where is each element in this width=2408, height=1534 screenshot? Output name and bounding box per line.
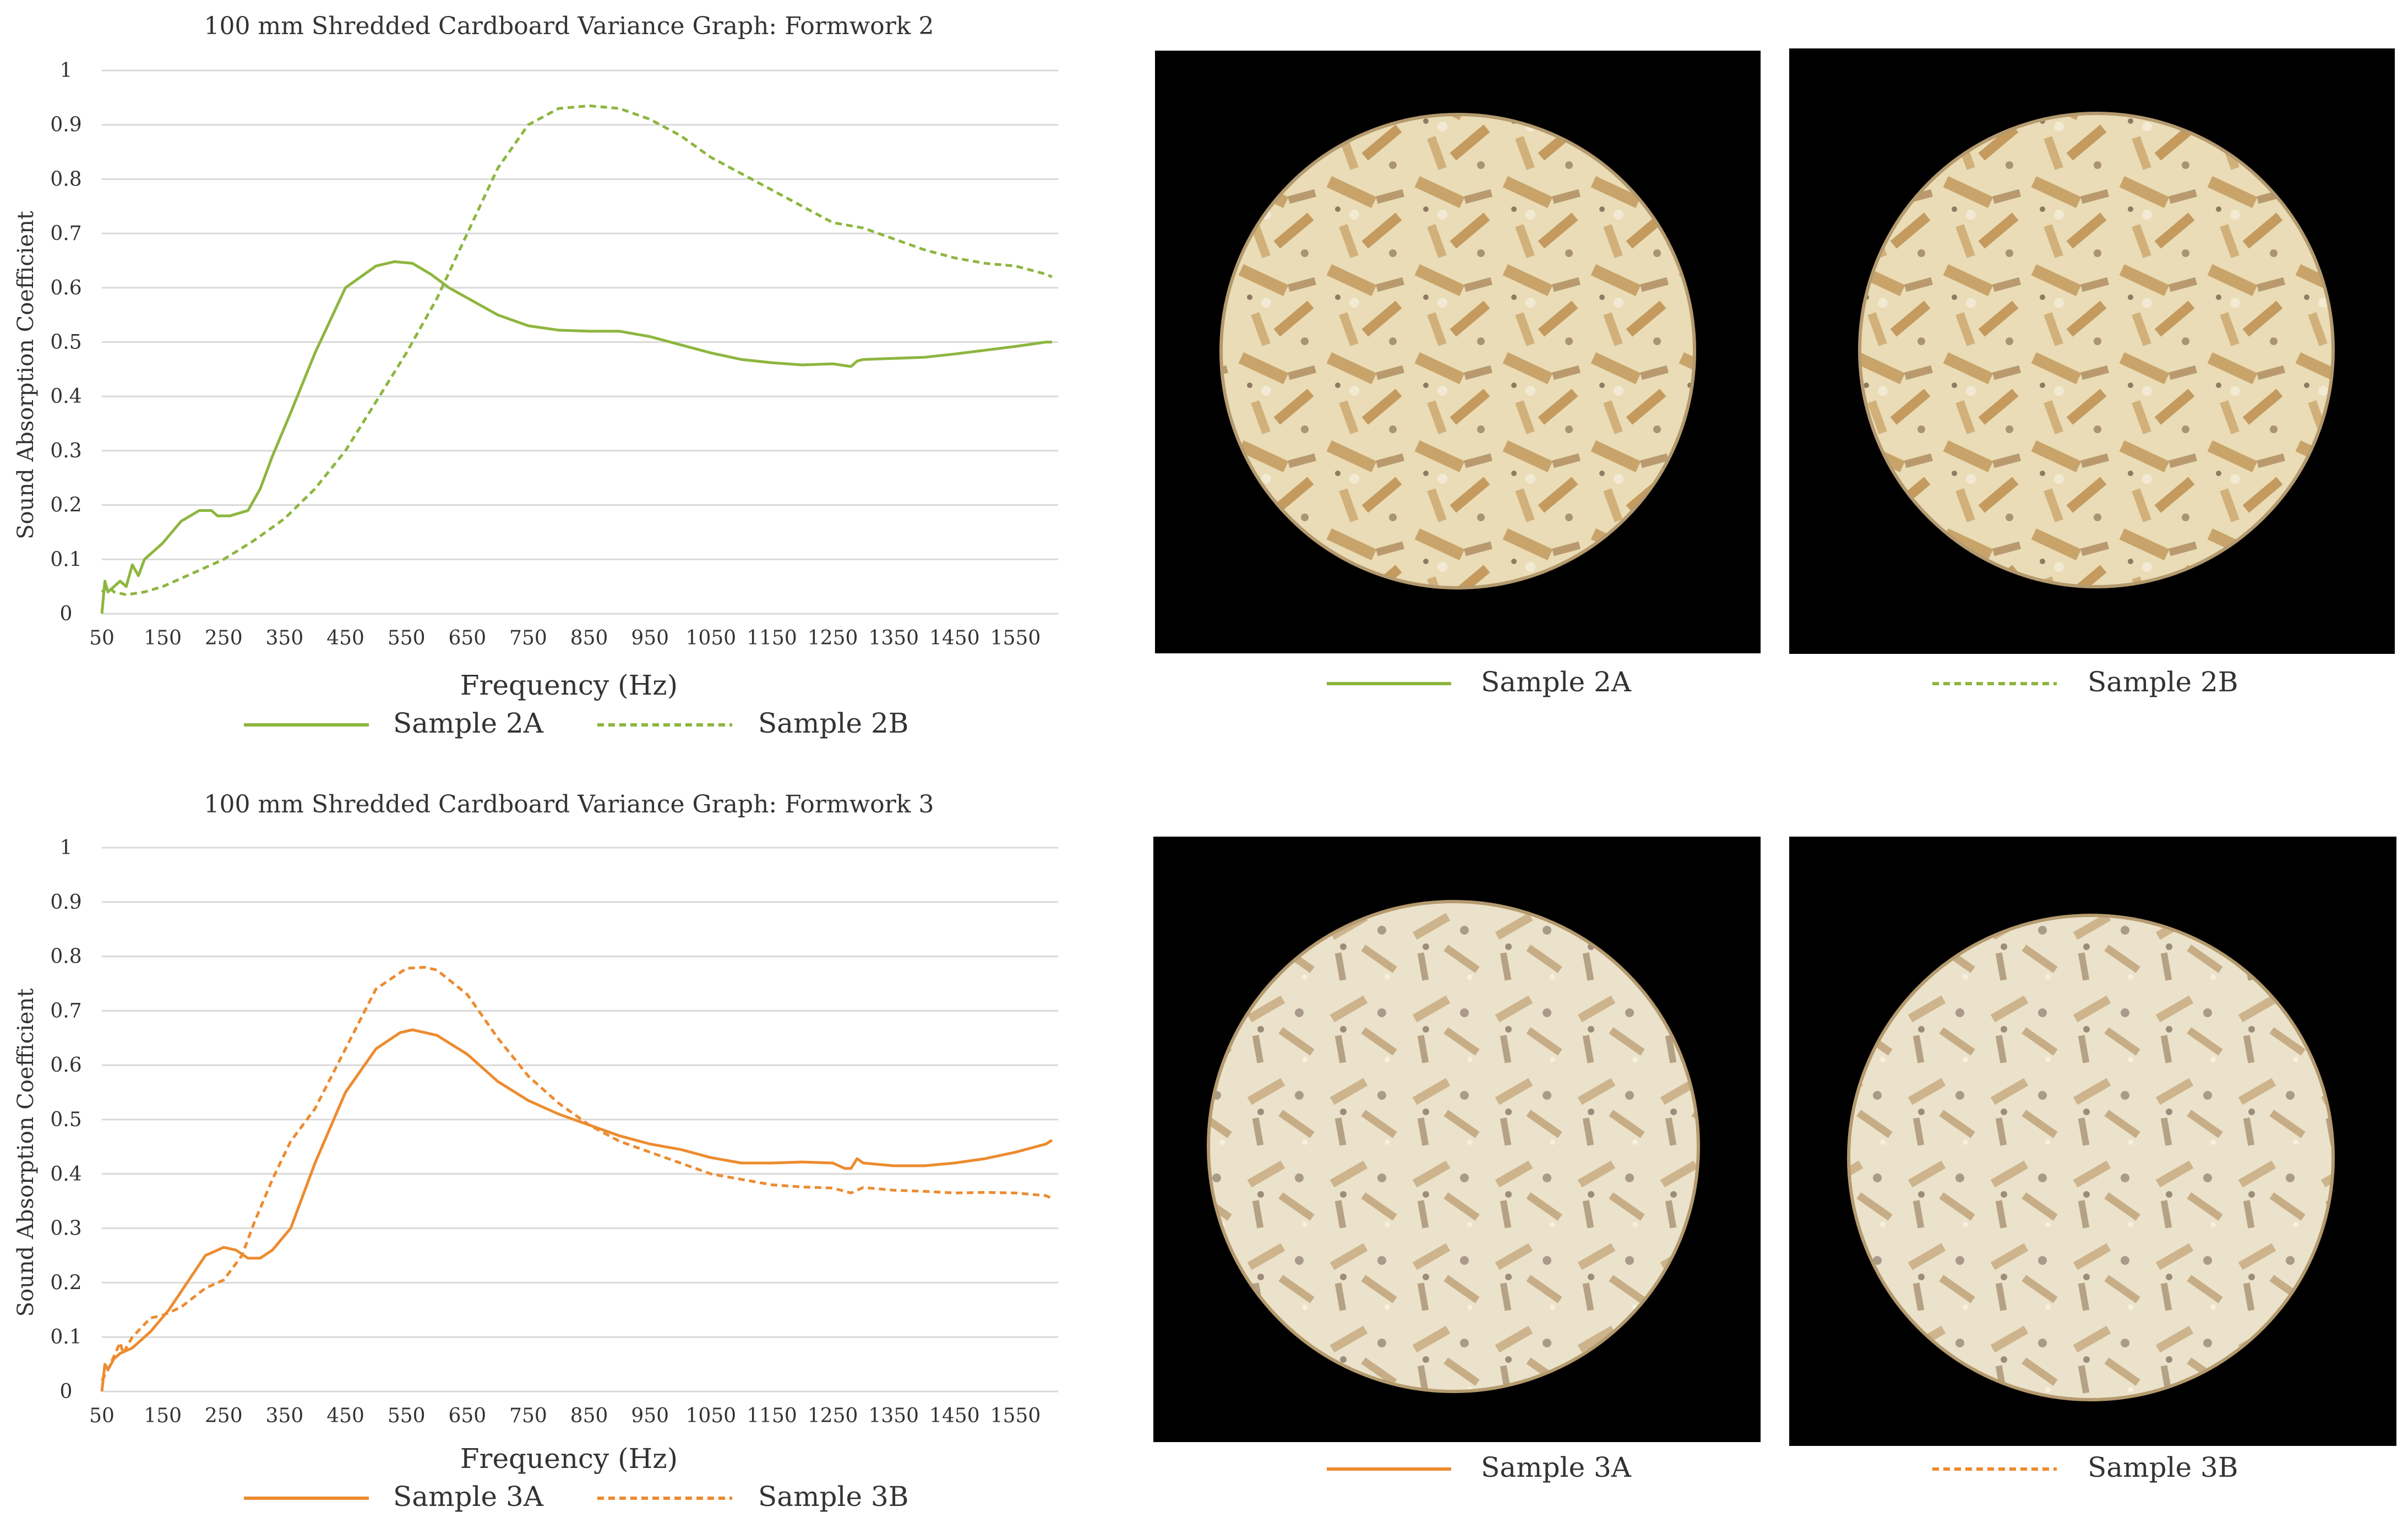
y-tick-label: 0.7	[50, 1000, 81, 1022]
x-tick-label: 150	[144, 1405, 182, 1427]
y-tick-label: 0	[60, 603, 73, 625]
y-tick-label: 0	[60, 1380, 73, 1403]
photo-legend-label: Sample 3B	[2088, 1451, 2238, 1483]
legend-label: Sample 3A	[393, 1481, 544, 1513]
y-tick-label: 0.2	[50, 494, 81, 517]
x-tick-label: 450	[326, 1405, 364, 1427]
x-tick-label: 850	[570, 627, 608, 649]
photo-legend-label: Sample 2A	[1481, 666, 1632, 698]
x-tick-label: 550	[388, 627, 426, 649]
chart-2: 100 mm Shredded Cardboard Variance Graph…	[13, 790, 1058, 1513]
x-tick-label: 1450	[929, 627, 980, 649]
sample-photo-3: Sample 3A	[1153, 837, 1761, 1483]
y-tick-label: 0.6	[50, 277, 81, 299]
y-tick-label: 0.8	[50, 946, 81, 968]
cardboard-disc-photo	[1207, 900, 1700, 1393]
photo-legend-label: Sample 3A	[1481, 1451, 1632, 1483]
x-axis-title: Frequency (Hz)	[460, 1443, 678, 1475]
x-tick-label: 250	[205, 627, 243, 649]
x-tick-label: 950	[631, 627, 669, 649]
x-tick-label: 1550	[990, 627, 1041, 649]
y-tick-label: 0.3	[50, 1218, 81, 1240]
chart-1: 100 mm Shredded Cardboard Variance Graph…	[13, 12, 1058, 739]
y-tick-label: 0.9	[50, 891, 81, 914]
y-tick-label: 0.1	[50, 548, 81, 571]
x-tick-label: 1250	[808, 627, 858, 649]
x-tick-label: 750	[509, 627, 547, 649]
y-tick-label: 0.4	[50, 385, 81, 408]
x-tick-label: 850	[570, 1405, 608, 1427]
y-tick-label: 0.9	[50, 114, 81, 137]
y-tick-label: 0.6	[50, 1054, 81, 1077]
x-axis-title: Frequency (Hz)	[460, 669, 678, 701]
cardboard-disc-photo	[1219, 113, 1696, 589]
x-tick-label: 1050	[686, 1405, 737, 1427]
legend-label: Sample 2B	[758, 707, 909, 739]
x-tick-label: 650	[448, 1405, 486, 1427]
x-tick-label: 50	[89, 1405, 115, 1427]
x-tick-label: 350	[266, 627, 304, 649]
y-tick-label: 0.4	[50, 1163, 81, 1186]
x-tick-label: 650	[448, 627, 486, 649]
x-tick-label: 1150	[747, 1405, 797, 1427]
x-tick-label: 1450	[929, 1405, 980, 1427]
sample-photo-2: Sample 2B	[1789, 48, 2395, 698]
sample-photo-4: Sample 3B	[1789, 837, 2396, 1483]
y-tick-label: 0.5	[50, 331, 81, 354]
y-axis-title: Sound Absorption Coefficient	[13, 211, 39, 539]
x-tick-label: 1350	[868, 627, 919, 649]
chart-title: 100 mm Shredded Cardboard Variance Graph…	[204, 12, 934, 40]
x-tick-label: 1250	[808, 1405, 858, 1427]
x-tick-label: 1050	[686, 627, 737, 649]
x-tick-label: 750	[509, 1405, 547, 1427]
cardboard-disc-photo	[1858, 112, 2335, 588]
y-tick-label: 1	[60, 59, 73, 82]
x-tick-label: 1550	[990, 1405, 1041, 1427]
x-tick-label: 1350	[868, 1405, 919, 1427]
y-tick-label: 0.8	[50, 168, 81, 190]
x-tick-label: 350	[266, 1405, 304, 1427]
series-line-sample-2a	[100, 260, 1052, 614]
x-tick-label: 1150	[747, 627, 797, 649]
x-tick-label: 950	[631, 1405, 669, 1427]
y-axis-title: Sound Absorption Coefficient	[13, 989, 39, 1317]
series-line-sample-3b	[100, 965, 1053, 1382]
legend-label: Sample 3B	[758, 1481, 909, 1513]
photos-layer: Sample 2A Sample 2B Sample 3A Sample 3B	[1153, 48, 2396, 1483]
y-tick-label: 0.5	[50, 1109, 81, 1131]
legend-label: Sample 2A	[393, 707, 544, 739]
y-tick-label: 0.7	[50, 222, 81, 245]
series-line-sample-3a	[100, 1028, 1053, 1392]
x-tick-label: 150	[144, 627, 182, 649]
y-tick-label: 0.1	[50, 1326, 81, 1349]
x-tick-label: 550	[388, 1405, 426, 1427]
charts-layer: 100 mm Shredded Cardboard Variance Graph…	[13, 12, 1058, 1513]
chart-title: 100 mm Shredded Cardboard Variance Graph…	[204, 790, 934, 818]
y-tick-label: 1	[60, 837, 73, 859]
photo-legend-label: Sample 2B	[2088, 666, 2238, 698]
sample-photo-1: Sample 2A	[1155, 51, 1761, 698]
series-line-sample-2b	[101, 104, 1053, 596]
x-tick-label: 450	[326, 627, 364, 649]
y-tick-label: 0.2	[50, 1271, 81, 1294]
cardboard-disc-photo	[1847, 914, 2335, 1401]
x-tick-label: 250	[205, 1405, 243, 1427]
y-tick-label: 0.3	[50, 440, 81, 462]
x-tick-label: 50	[89, 627, 115, 649]
